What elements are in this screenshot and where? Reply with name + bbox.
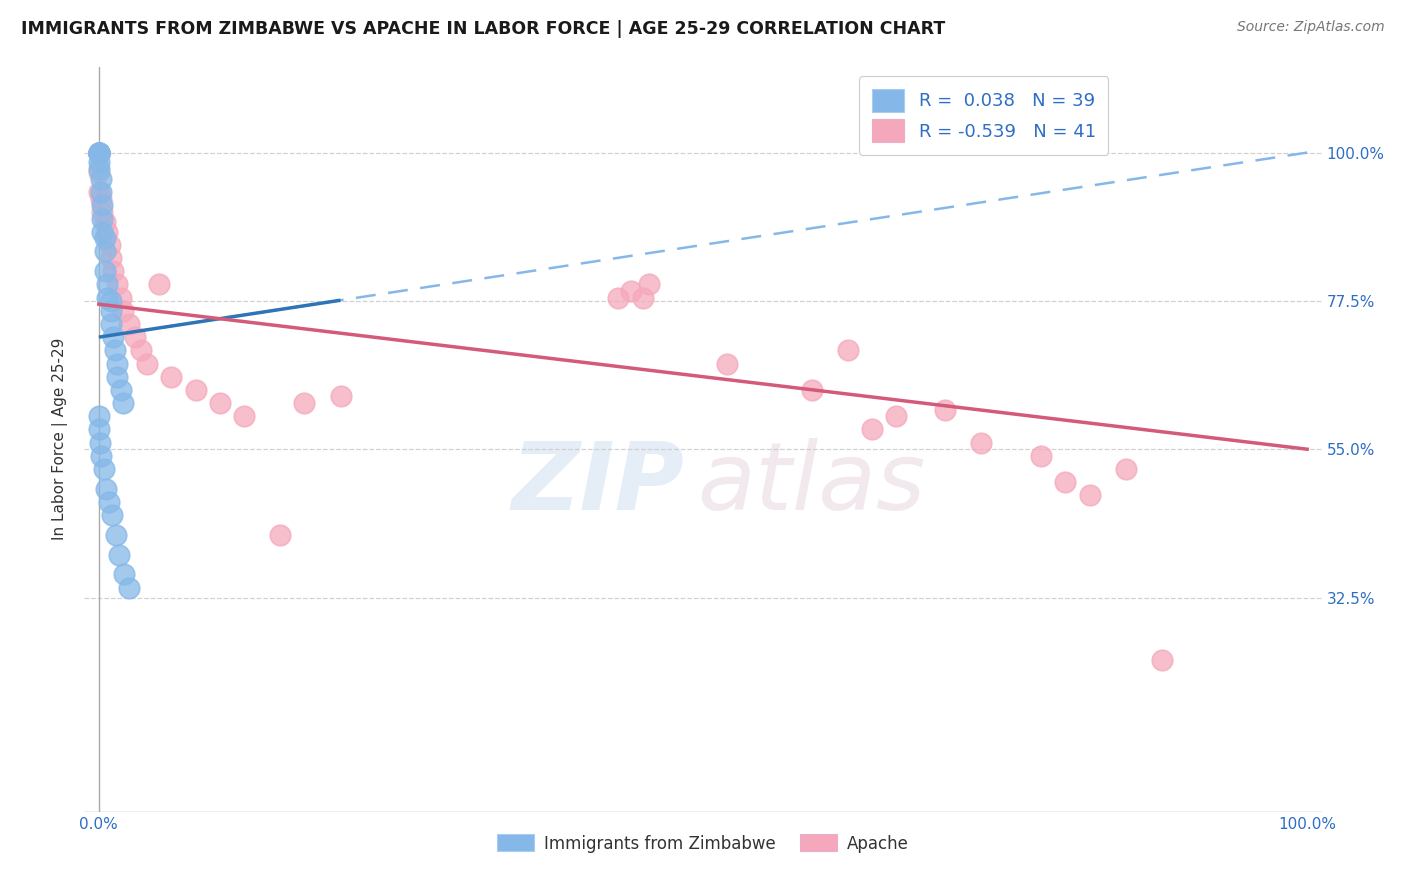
Point [87,145,110,160]
Point [292,396,315,410]
Point [103,264,125,278]
Point [103,330,125,344]
Point [184,383,207,397]
Point [87,145,110,160]
Point [87,145,110,160]
Point [104,528,127,542]
Point [98,238,121,252]
Point [118,581,141,595]
Point [232,409,254,424]
Point [87,422,110,436]
Point [970,435,993,450]
Point [631,291,654,305]
Point [837,343,859,358]
Point [87,145,110,160]
Point [87,185,110,199]
Point [108,548,131,562]
Point [934,402,956,417]
Point [105,357,128,371]
Point [129,343,152,358]
Point [110,291,132,305]
Point [90,192,112,206]
Point [96,291,118,305]
Point [94,215,117,229]
Point [101,508,124,522]
Point [100,293,122,308]
Point [1115,462,1137,476]
Text: ZIP: ZIP [512,438,685,530]
Point [112,567,135,582]
Point [97,495,120,509]
Point [329,389,352,403]
Point [87,145,110,160]
Point [800,383,823,397]
Point [607,291,630,305]
Text: IMMIGRANTS FROM ZIMBABWE VS APACHE IN LABOR FORCE | AGE 25-29 CORRELATION CHART: IMMIGRANTS FROM ZIMBABWE VS APACHE IN LA… [21,20,945,37]
Y-axis label: In Labor Force | Age 25-29: In Labor Force | Age 25-29 [52,338,69,541]
Point [148,277,170,292]
Point [1152,653,1174,667]
Point [716,357,738,371]
Point [87,145,110,160]
Point [94,482,117,496]
Point [100,317,122,331]
Point [90,449,112,463]
Point [94,264,117,278]
Point [112,396,135,410]
Point [112,303,135,318]
Point [89,435,111,450]
Point [91,211,114,226]
Point [94,231,117,245]
Point [1031,449,1053,463]
Point [637,277,659,292]
Point [87,155,110,169]
Point [87,165,110,179]
Point [1078,488,1101,502]
Text: atlas: atlas [697,439,925,530]
Point [886,409,908,424]
Point [136,357,159,371]
Point [619,284,641,298]
Point [96,225,118,239]
Point [90,185,112,199]
Legend: Immigrants from Zimbabwe, Apache: Immigrants from Zimbabwe, Apache [491,828,915,859]
Point [91,225,114,239]
Point [124,330,146,344]
Point [100,303,122,318]
Point [93,462,115,476]
Point [160,369,183,384]
Point [105,369,128,384]
Point [118,317,141,331]
Point [87,409,110,424]
Point [860,422,883,436]
Point [87,145,110,160]
Point [269,528,291,542]
Point [1054,475,1077,490]
Point [110,383,132,397]
Point [87,162,110,177]
Point [100,251,122,265]
Point [91,198,114,212]
Point [105,277,128,292]
Point [103,343,125,358]
Point [94,244,117,259]
Point [90,172,112,186]
Point [96,277,118,292]
Point [208,396,231,410]
Text: Source: ZipAtlas.com: Source: ZipAtlas.com [1237,20,1385,34]
Point [91,205,114,219]
